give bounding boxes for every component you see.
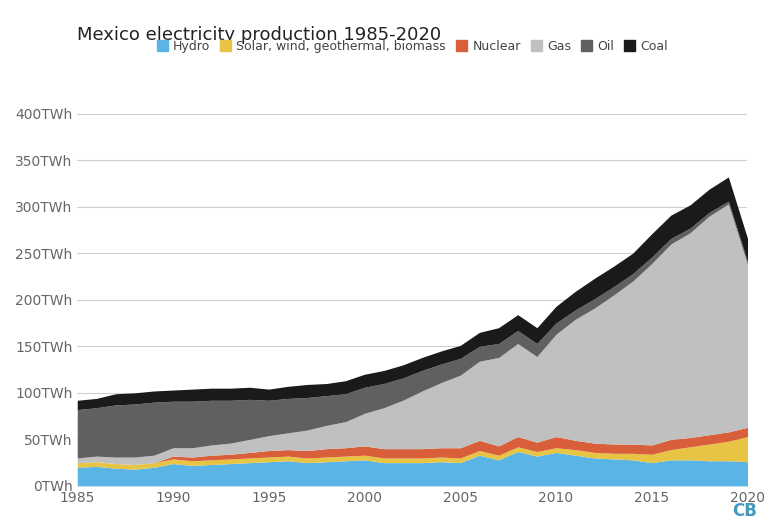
- Text: Mexico electricity production 1985-2020: Mexico electricity production 1985-2020: [77, 26, 441, 44]
- Text: CB: CB: [732, 502, 757, 520]
- Legend: Hydro, Solar, wind, geothermal, biomass, Nuclear, Gas, Oil, Coal: Hydro, Solar, wind, geothermal, biomass,…: [152, 35, 673, 58]
